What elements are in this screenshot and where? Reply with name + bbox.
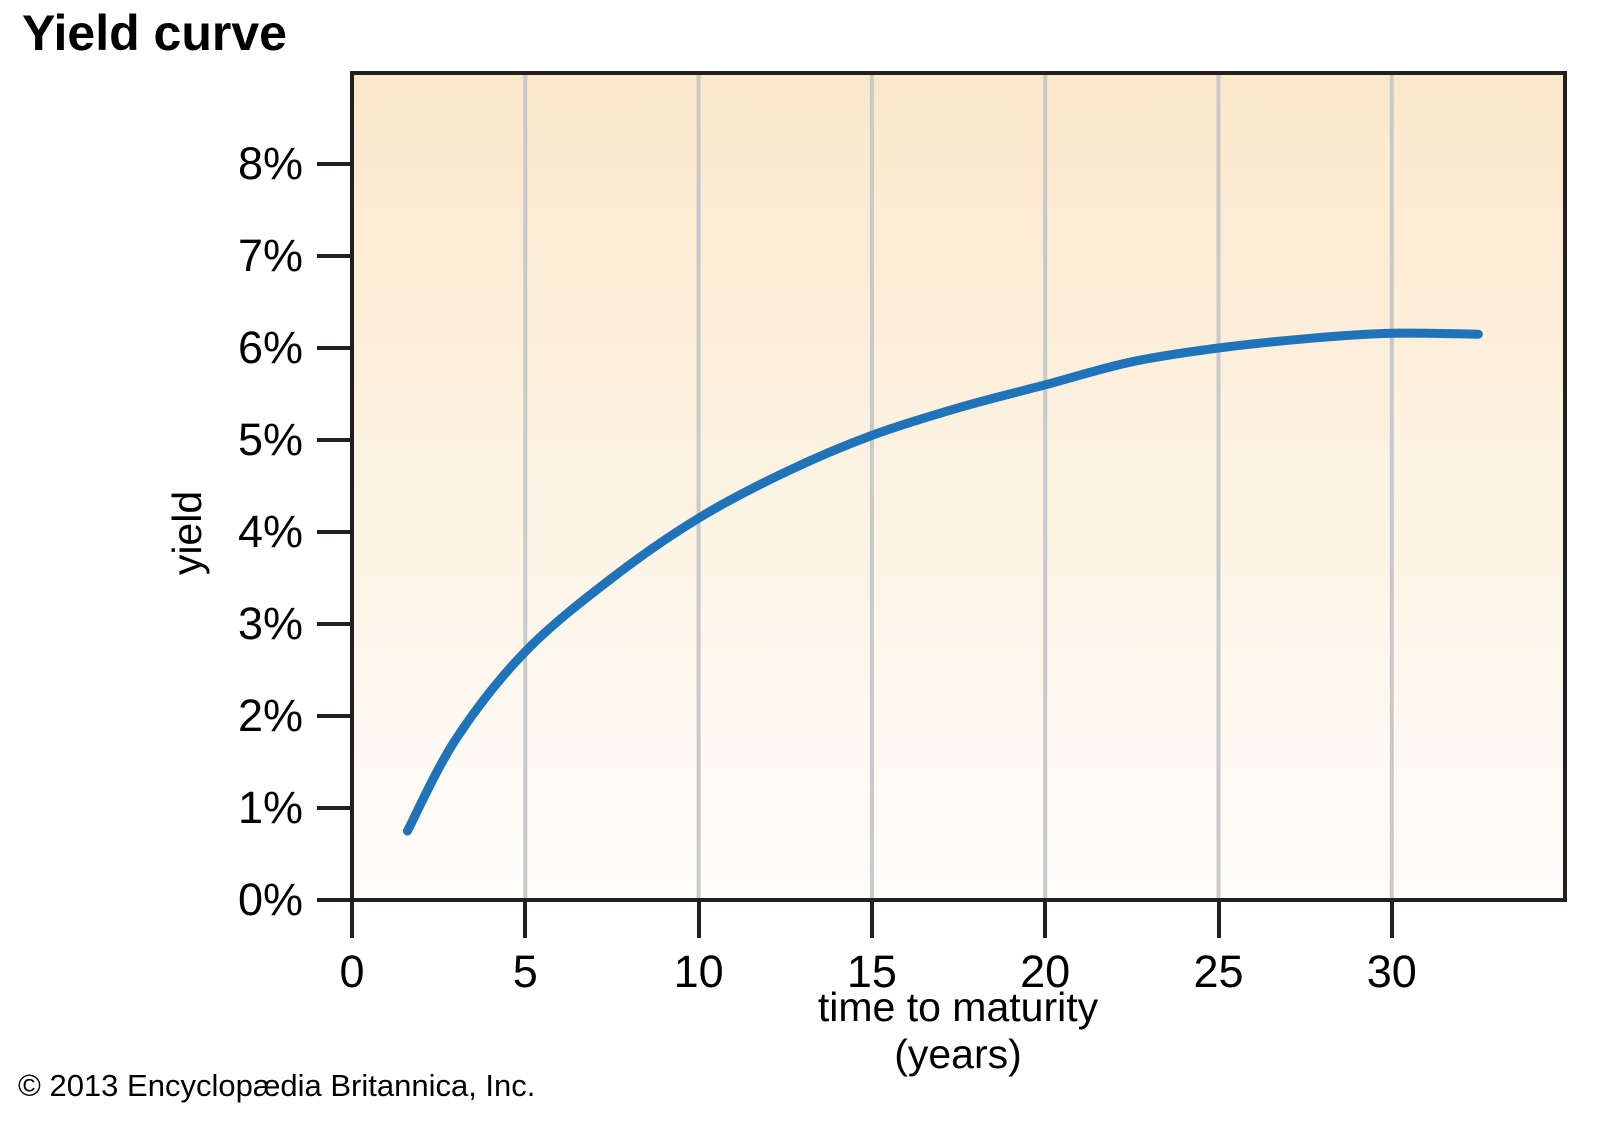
x-axis-tick-label-25: 25: [1193, 946, 1244, 997]
x-axis-tick-15: [869, 902, 874, 938]
y-axis-tick-label-2: 2%: [237, 690, 303, 741]
y-axis-tick-label-1: 1%: [237, 782, 303, 833]
x-axis-tick-label-0: 0: [339, 946, 365, 997]
x-axis-tick-label-20: 20: [1020, 946, 1071, 997]
x-axis-tick-10: [696, 902, 701, 938]
plot-area: [350, 71, 1567, 902]
y-axis-tick-label-6: 6%: [237, 322, 303, 373]
x-axis-title-line2: (years): [894, 1031, 1022, 1077]
y-axis-tick-label-3: 3%: [237, 598, 303, 649]
y-axis-tick-0: [317, 898, 352, 902]
x-axis-tick-5: [523, 902, 528, 938]
x-axis-tick-0: [350, 902, 354, 938]
y-axis-tick-4: [317, 530, 352, 534]
chart-title: Yield curve: [22, 5, 287, 61]
x-axis-title: time to maturity (years): [658, 984, 1258, 1078]
x-axis-tick-20: [1043, 902, 1048, 938]
y-axis-tick-label-7: 7%: [237, 230, 303, 281]
x-axis-tick-label-15: 15: [846, 946, 897, 997]
y-axis-tick-label-0: 0%: [237, 874, 303, 925]
y-axis-tick-label-4: 4%: [237, 506, 303, 557]
plot-canvas: [402, 75, 1483, 898]
x-axis-tick-25: [1216, 902, 1221, 938]
y-axis-tick-6: [317, 346, 352, 350]
y-axis-tick-8: [317, 162, 352, 166]
x-axis-tick-30: [1389, 902, 1394, 938]
yield-curve-line: [402, 328, 1483, 836]
x-axis-tick-label-30: 30: [1366, 946, 1417, 997]
y-axis-tick-7: [317, 254, 352, 258]
y-axis-tick-5: [317, 438, 352, 442]
y-axis-tick-label-8: 8%: [237, 138, 303, 189]
y-axis-tick-2: [317, 714, 352, 718]
x-axis-tick-label-5: 5: [512, 946, 538, 997]
x-axis-title-line1: time to maturity: [817, 984, 1099, 1030]
y-axis-tick-label-5: 5%: [237, 414, 303, 465]
x-axis-tick-label-10: 10: [673, 946, 724, 997]
copyright-text: © 2013 Encyclopædia Britannica, Inc.: [18, 1068, 536, 1103]
y-axis-tick-3: [317, 622, 352, 626]
y-axis-tick-1: [317, 806, 352, 810]
